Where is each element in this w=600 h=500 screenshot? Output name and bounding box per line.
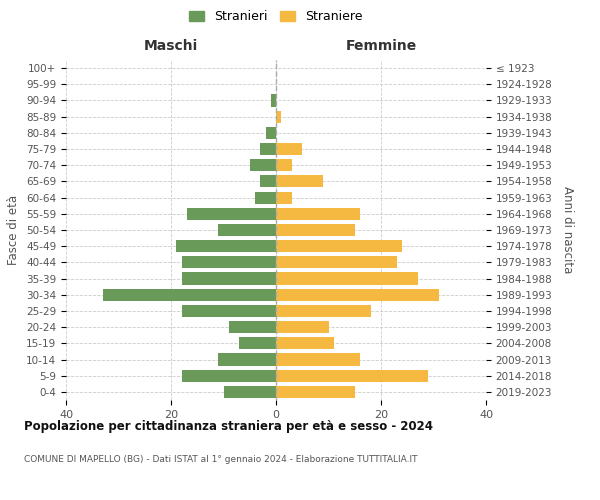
Bar [265, 127, 276, 139]
Bar [218, 354, 276, 366]
Bar [223, 386, 276, 398]
Bar [276, 288, 439, 301]
Bar [276, 110, 281, 122]
Y-axis label: Fasce di età: Fasce di età [7, 195, 20, 265]
Bar [276, 240, 402, 252]
Bar [276, 354, 360, 366]
Bar [176, 240, 276, 252]
Bar [182, 370, 276, 382]
Text: COMUNE DI MAPELLO (BG) - Dati ISTAT al 1° gennaio 2024 - Elaborazione TUTTITALIA: COMUNE DI MAPELLO (BG) - Dati ISTAT al 1… [24, 455, 418, 464]
Bar [260, 143, 276, 155]
Bar [276, 321, 329, 333]
Text: Femmine: Femmine [346, 39, 416, 53]
Bar [276, 159, 292, 172]
Bar [182, 305, 276, 317]
Bar [255, 192, 276, 203]
Bar [182, 256, 276, 268]
Text: Maschi: Maschi [144, 39, 198, 53]
Bar [276, 224, 355, 236]
Bar [260, 176, 276, 188]
Bar [276, 386, 355, 398]
Bar [103, 288, 276, 301]
Bar [187, 208, 276, 220]
Bar [276, 272, 418, 284]
Bar [229, 321, 276, 333]
Bar [276, 305, 371, 317]
Bar [276, 192, 292, 203]
Y-axis label: Anni di nascita: Anni di nascita [561, 186, 574, 274]
Bar [276, 370, 428, 382]
Bar [182, 272, 276, 284]
Bar [276, 208, 360, 220]
Bar [276, 256, 397, 268]
Bar [239, 338, 276, 349]
Bar [271, 94, 276, 106]
Bar [276, 143, 302, 155]
Text: Popolazione per cittadinanza straniera per età e sesso - 2024: Popolazione per cittadinanza straniera p… [24, 420, 433, 433]
Bar [276, 176, 323, 188]
Bar [276, 338, 334, 349]
Bar [218, 224, 276, 236]
Bar [250, 159, 276, 172]
Legend: Stranieri, Straniere: Stranieri, Straniere [185, 6, 367, 26]
